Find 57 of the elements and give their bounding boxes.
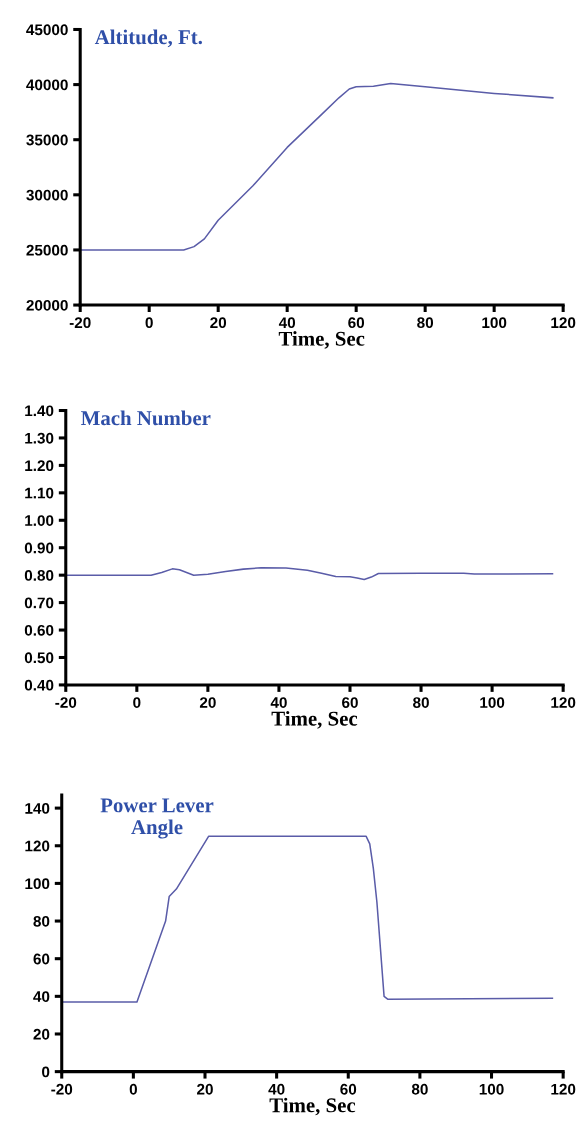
text: Power Lever Angle [100,798,214,839]
x-tick-label: 120 [551,697,576,708]
chart-title: Mach Number [81,410,211,426]
y-tick-label: 20 [33,1028,50,1040]
x-tick-label: 100 [479,1083,504,1095]
line-series [80,82,554,251]
x-tick-label: 100 [480,697,505,708]
y-tick-label: 0.40 [24,679,54,691]
y-tick-label: 1.40 [25,405,54,417]
y-tick-label: 0 [42,1066,50,1078]
y-tick-label: 40 [33,991,50,1003]
y-tick-label: 1.30 [25,432,54,444]
x-tick-label: 0 [133,697,141,708]
y-tick-label: 0.90 [24,542,54,554]
y-tick-label: 1.00 [25,515,54,526]
x-tick-label: -20 [55,697,77,708]
y-tick-label: 40000 [26,79,68,91]
x-tick-label: -20 [69,317,91,329]
x-tick-label: 60 [342,697,358,708]
x-tick-label: 80 [411,1083,428,1095]
y-tick-label: 0.60 [24,624,54,636]
x-tick-label: 20 [197,1083,213,1095]
y-tick-label: 1.10 [25,487,54,499]
y-tick-label: 20000 [26,299,68,311]
y-tick-label: 1.20 [25,460,54,472]
x-tick-label: 20 [199,697,216,708]
x-tick-label: 120 [551,1083,576,1095]
x-tick-label: 80 [417,317,434,329]
x-tick-label: 0 [129,1083,137,1095]
y-tick-label: 0.50 [24,652,54,664]
y-tick-label: 120 [25,840,50,852]
x-tick-label: 20 [210,317,227,329]
y-tick-label: 100 [25,878,50,890]
y-tick-label: 35000 [26,134,68,146]
x-tick-label: 100 [482,317,507,329]
x-tick-label: 60 [340,1083,357,1095]
y-tick-label: 60 [33,953,50,965]
y-tick-label: 30000 [26,189,68,201]
x-tick-label: 60 [348,317,365,329]
line-series [65,566,554,581]
x-tick-label: 40 [270,697,287,708]
chart-title: Altitude, Ft. [94,29,202,48]
y-tick-label: 0.80 [24,570,54,581]
y-tick-label: 140 [25,802,50,814]
x-tick-label: 80 [413,697,429,708]
y-tick-label: 0.70 [24,597,54,609]
y-tick-label: 80 [33,915,50,927]
y-tick-label: 25000 [26,244,68,256]
x-axis-title: Time, Sec [278,331,365,349]
x-tick-label: 0 [145,317,153,329]
y-tick-label: 45000 [26,24,68,36]
x-tick-label: 40 [278,317,296,329]
x-tick-label: 40 [268,1083,285,1095]
x-tick-label: -20 [51,1083,73,1095]
x-tick-label: 120 [551,317,576,329]
x-axis-title: Time, Sec [271,710,358,729]
x-axis-title: Time, Sec [269,1097,356,1116]
